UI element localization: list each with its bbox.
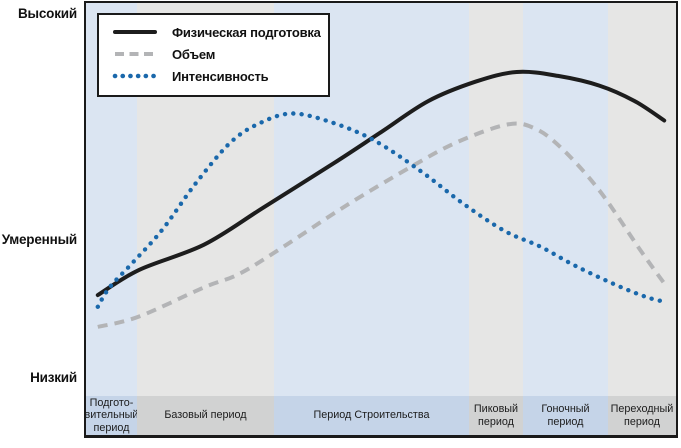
x-category-label: Гоночный период	[523, 396, 608, 435]
y-axis-label: Низкий	[30, 370, 77, 386]
x-category-label: Переходный период	[607, 396, 676, 435]
period-band	[523, 3, 608, 396]
period-band	[469, 3, 523, 396]
series-line-dashed	[97, 121, 669, 329]
legend-label: Объем	[172, 46, 216, 62]
legend-item: Интенсивность	[99, 65, 328, 87]
legend-item: Физическая подготовка	[99, 21, 328, 43]
legend-item: Объем	[99, 43, 328, 65]
plot-area: Подгото-вительный период Базовый период Пер…	[84, 1, 678, 438]
x-category-label-line: Период Строительства	[313, 409, 430, 422]
x-category-label-line: Гоночный период	[541, 403, 590, 428]
y-axis-label: Высокий	[18, 5, 77, 21]
x-category-label-line: Подгото-	[89, 397, 134, 410]
x-category-label-line: период	[93, 421, 130, 434]
x-category-label: Пиковый период	[469, 396, 523, 435]
x-category-label: Базовый период	[136, 396, 274, 435]
legend-label: Интенсивность	[172, 68, 269, 84]
x-category-label: Период Строительства	[273, 396, 470, 435]
legend-label: Физическая подготовка	[172, 24, 321, 40]
x-category-label-line: вительный	[84, 409, 139, 422]
legend: Физическая подготовка Объем Интенсивность	[97, 13, 330, 97]
series-line-dotted	[95, 111, 667, 309]
x-category-label-line: Базовый период	[164, 409, 247, 422]
x-category-label-line: период	[478, 415, 514, 428]
y-axis-label: Умеренный	[1, 232, 78, 248]
x-category-label-line: период	[623, 415, 660, 428]
series-line-solid	[95, 69, 667, 298]
chart-curves	[95, 69, 669, 329]
legend-swatch-solid	[113, 30, 157, 34]
x-category-label-line: Пиковый	[473, 403, 519, 416]
x-category-label: Подгото-вительный период	[84, 396, 139, 435]
legend-swatch-dotted	[112, 73, 158, 79]
legend-swatch-dashed	[115, 52, 155, 56]
period-band	[607, 3, 676, 396]
x-category-label-line: Переходный	[610, 403, 674, 416]
